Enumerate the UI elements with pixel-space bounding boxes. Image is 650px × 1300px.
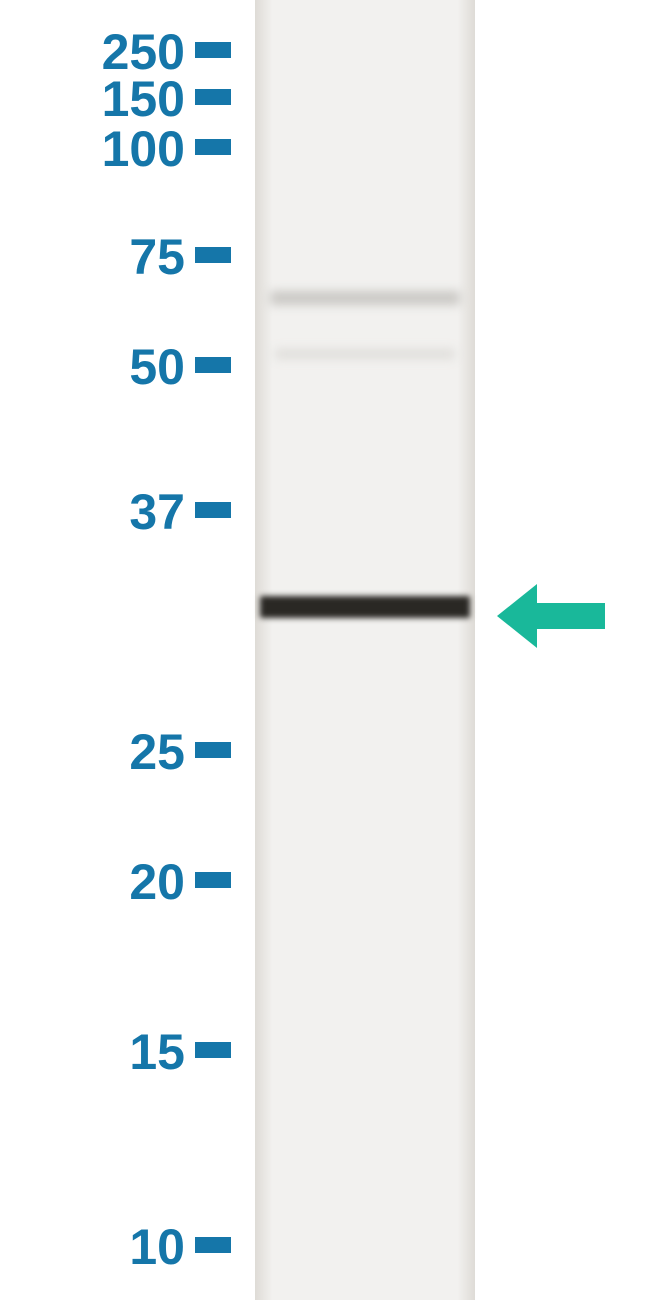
- mw-tick-10: [195, 1237, 231, 1253]
- mw-label-50: 50: [129, 338, 185, 396]
- mw-tick-20: [195, 872, 231, 888]
- band-2: [260, 596, 470, 618]
- blot-lane: [255, 0, 475, 1300]
- mw-tick-100: [195, 139, 231, 155]
- mw-tick-37: [195, 502, 231, 518]
- mw-label-100: 100: [102, 120, 185, 178]
- band-1: [275, 349, 455, 359]
- mw-label-20: 20: [129, 853, 185, 911]
- mw-label-15: 15: [129, 1023, 185, 1081]
- band-0: [270, 291, 460, 305]
- mw-label-75: 75: [129, 228, 185, 286]
- blot-container: 25015010075503725201510: [0, 0, 650, 1300]
- arrow-left-icon: [495, 582, 607, 650]
- mw-label-37: 37: [129, 483, 185, 541]
- mw-label-25: 25: [129, 723, 185, 781]
- mw-tick-75: [195, 247, 231, 263]
- mw-tick-15: [195, 1042, 231, 1058]
- mw-tick-50: [195, 357, 231, 373]
- mw-tick-250: [195, 42, 231, 58]
- mw-tick-150: [195, 89, 231, 105]
- mw-label-10: 10: [129, 1218, 185, 1276]
- mw-tick-25: [195, 742, 231, 758]
- target-arrow: [495, 582, 607, 655]
